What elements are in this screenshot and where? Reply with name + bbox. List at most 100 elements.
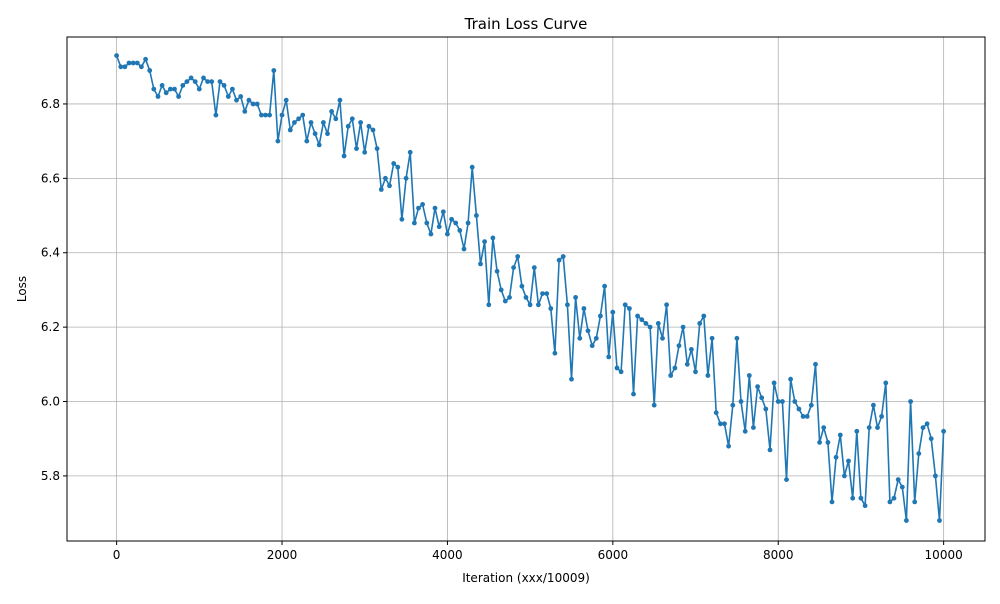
data-point [163,90,169,96]
data-point [192,79,198,84]
data-point [589,343,595,349]
data-point [453,220,459,226]
data-point [134,60,140,66]
data-point [536,302,541,308]
data-point [751,425,756,430]
data-point [114,53,119,58]
data-point [825,440,831,445]
data-point [176,94,182,99]
data-point [796,406,802,412]
data-point [271,68,277,73]
data-point [362,149,368,155]
data-point [767,447,773,453]
data-point [507,295,512,300]
data-point [420,202,425,207]
data-point [184,79,190,84]
data-point [631,391,636,397]
data-point [614,365,620,371]
data-point [660,335,665,341]
x-tick-label: 2000 [267,548,298,562]
data-point [738,399,744,404]
data-point [618,369,624,375]
data-point [238,94,244,99]
data-point [569,376,574,382]
data-point [196,86,202,92]
data-point [792,399,798,404]
data-point [804,414,810,419]
data-point [771,380,777,386]
data-point [482,239,487,245]
data-point [391,161,397,166]
data-point [602,283,607,289]
data-point [279,112,285,118]
y-tick-label: 5.8 [41,469,60,483]
data-point [213,112,219,118]
data-point [143,56,149,62]
data-point [387,183,392,189]
data-point [908,399,913,404]
data-point [866,425,872,430]
data-point [316,142,322,148]
data-point [759,395,765,401]
data-point [676,343,682,349]
data-point [321,120,326,125]
data-point [581,306,587,311]
data-point [263,112,268,118]
data-point [928,436,934,442]
data-point [821,425,827,430]
data-point [610,309,616,315]
data-point [837,432,843,438]
data-point [378,187,384,192]
data-point [461,246,467,252]
data-point [275,138,281,144]
data-point [424,220,430,226]
data-point [217,79,223,84]
data-point [693,369,698,375]
y-tick-label: 6.0 [41,395,60,409]
data-point [775,399,781,404]
data-point [118,64,124,70]
data-point [407,149,413,155]
data-point [370,127,376,133]
data-point [701,313,707,319]
data-point [709,335,715,341]
data-point [668,373,674,378]
data-point [598,313,603,319]
data-point [172,86,177,92]
data-point [428,231,434,237]
data-point [403,175,409,181]
data-point [358,120,363,125]
data-point [899,484,905,490]
data-point [746,373,752,378]
data-point [325,131,330,137]
y-tick-label: 6.6 [41,171,60,185]
data-point [627,306,632,311]
data-point [697,321,703,326]
data-point [635,313,640,319]
data-point [920,425,926,430]
data-point [445,231,450,237]
x-tick-label: 6000 [598,548,629,562]
y-tick-label: 6.4 [41,246,60,260]
data-point [788,376,793,382]
data-point [916,451,922,456]
data-point [308,120,314,125]
data-point [672,365,678,371]
data-point [292,120,297,125]
data-point [689,347,694,352]
data-point [139,64,144,70]
data-point [813,361,818,367]
data-point [395,164,401,170]
data-point [895,477,901,482]
data-point [147,68,153,73]
data-point [643,321,649,326]
grid-layer [67,37,985,541]
data-point [474,213,479,218]
data-point [341,153,347,159]
data-point [808,402,814,408]
data-point [126,60,132,66]
data-point [416,205,421,211]
data-point [680,324,686,330]
